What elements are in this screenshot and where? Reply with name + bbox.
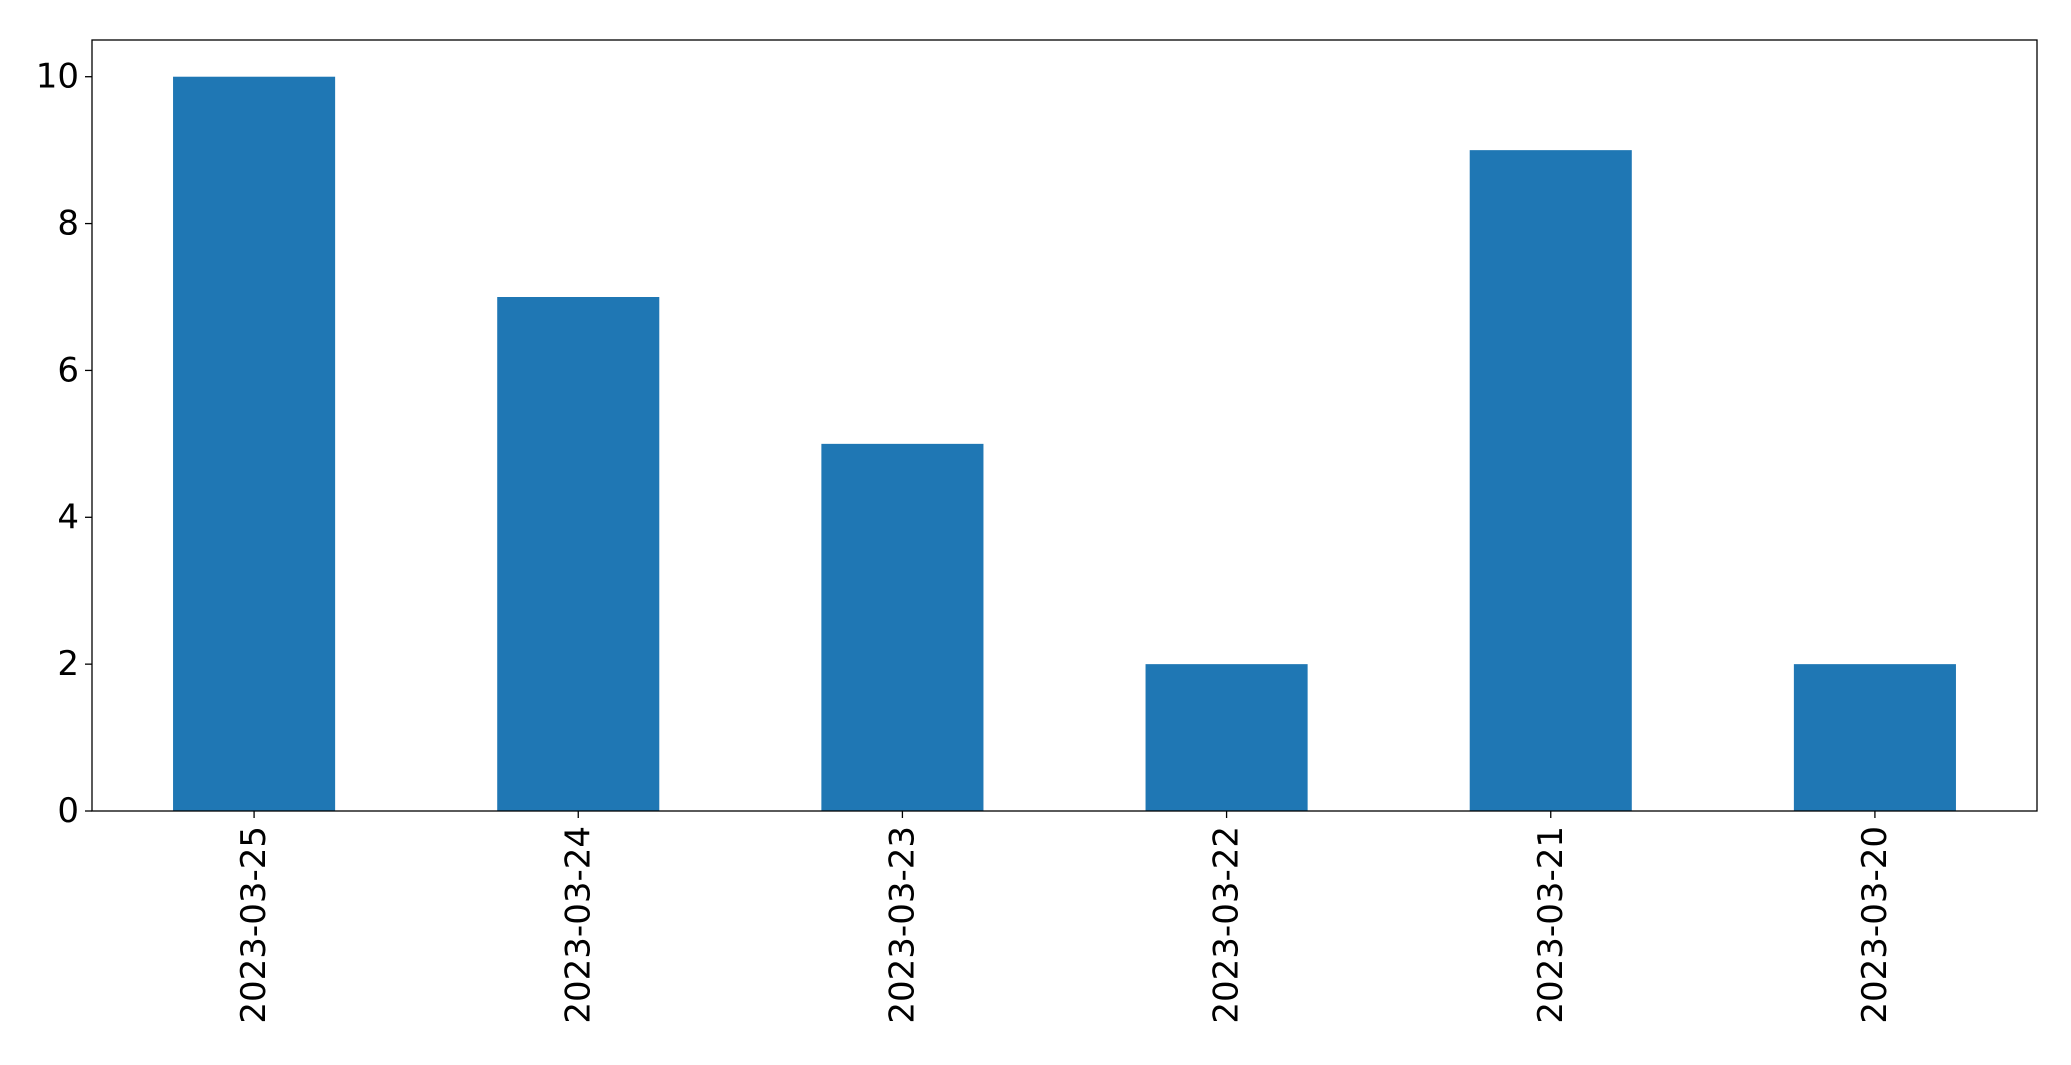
ticks-layer: 0 2 4 6 8 10 2023-03-25 2023-03-24 2023-03-23 202…	[36, 57, 1895, 1024]
x-tick-label-2023-03-25: 2023-03-25	[234, 826, 274, 1024]
y-tick-label: 4	[57, 497, 79, 537]
bar-2023-03-21	[1469, 150, 1632, 812]
x-tick-label-2023-03-24: 2023-03-24	[558, 826, 598, 1024]
y-tick-label: 6	[57, 350, 79, 390]
y-tick-label: 2	[57, 644, 79, 684]
x-tick-label-2023-03-21: 2023-03-21	[1531, 826, 1571, 1024]
plot-area-frame	[91, 39, 2038, 812]
bar-2023-03-23	[821, 443, 984, 811]
bar-2023-03-24	[497, 297, 660, 811]
y-tick-label: 0	[57, 791, 79, 831]
bars-layer	[173, 76, 1956, 812]
x-tick-label-2023-03-22: 2023-03-22	[1207, 826, 1247, 1024]
x-tick-label-2023-03-20: 2023-03-20	[1855, 826, 1895, 1024]
y-tick-label: 8	[57, 204, 79, 244]
bar-2023-03-25	[173, 76, 336, 811]
x-tick-label-2023-03-23: 2023-03-23	[882, 826, 922, 1024]
bar-2023-03-20	[1793, 664, 1956, 811]
bar-2023-03-22	[1145, 664, 1308, 811]
y-tick-label: 10	[36, 57, 79, 97]
